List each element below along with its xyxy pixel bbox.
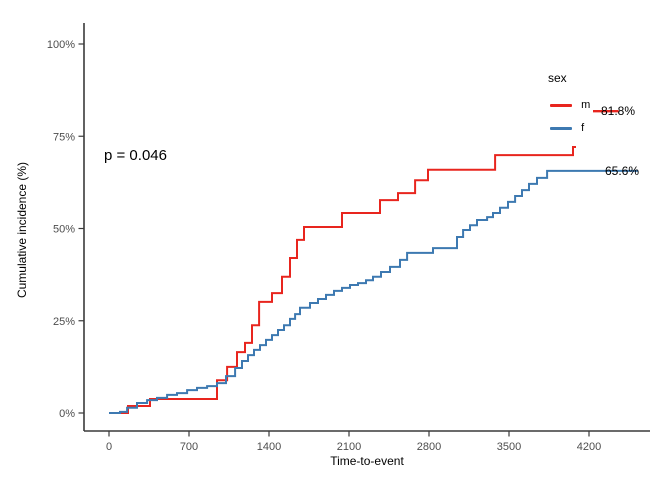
legend-item-m-label: m	[581, 99, 591, 112]
y-tick-label: 50%	[53, 224, 75, 236]
series-m-end-label: 81.8%	[601, 104, 636, 118]
x-tick-label: 2800	[417, 441, 441, 453]
legend-item-f: f	[550, 122, 584, 134]
series-f-curve	[109, 169, 638, 414]
y-tick-label: 25%	[53, 316, 75, 328]
x-tick-label: 2100	[337, 441, 361, 453]
y-axis-title: Cumulative incidence (%)	[15, 161, 29, 299]
x-tick-label: 0	[106, 441, 112, 453]
y-tick-label: 0%	[59, 408, 75, 420]
legend-title: sex	[548, 71, 567, 85]
x-tick-label: 700	[180, 441, 198, 453]
y-tick-label: 75%	[53, 131, 75, 143]
p-value-label: p = 0.046	[104, 147, 167, 164]
legend-key-f-line-icon	[550, 126, 572, 130]
x-tick-label: 4200	[577, 441, 601, 453]
x-axis-title: Time-to-event	[330, 454, 404, 468]
legend-key-m-line-icon	[550, 103, 572, 107]
series-m-curve	[109, 146, 576, 414]
legend-item-f-label: f	[581, 122, 585, 135]
series-f-end-label: 65.6%	[605, 164, 640, 178]
x-tick-label: 3500	[497, 441, 521, 453]
y-tick-label: 100%	[47, 39, 75, 51]
legend-item-m: m	[550, 99, 590, 111]
x-tick-label: 1400	[257, 441, 281, 453]
